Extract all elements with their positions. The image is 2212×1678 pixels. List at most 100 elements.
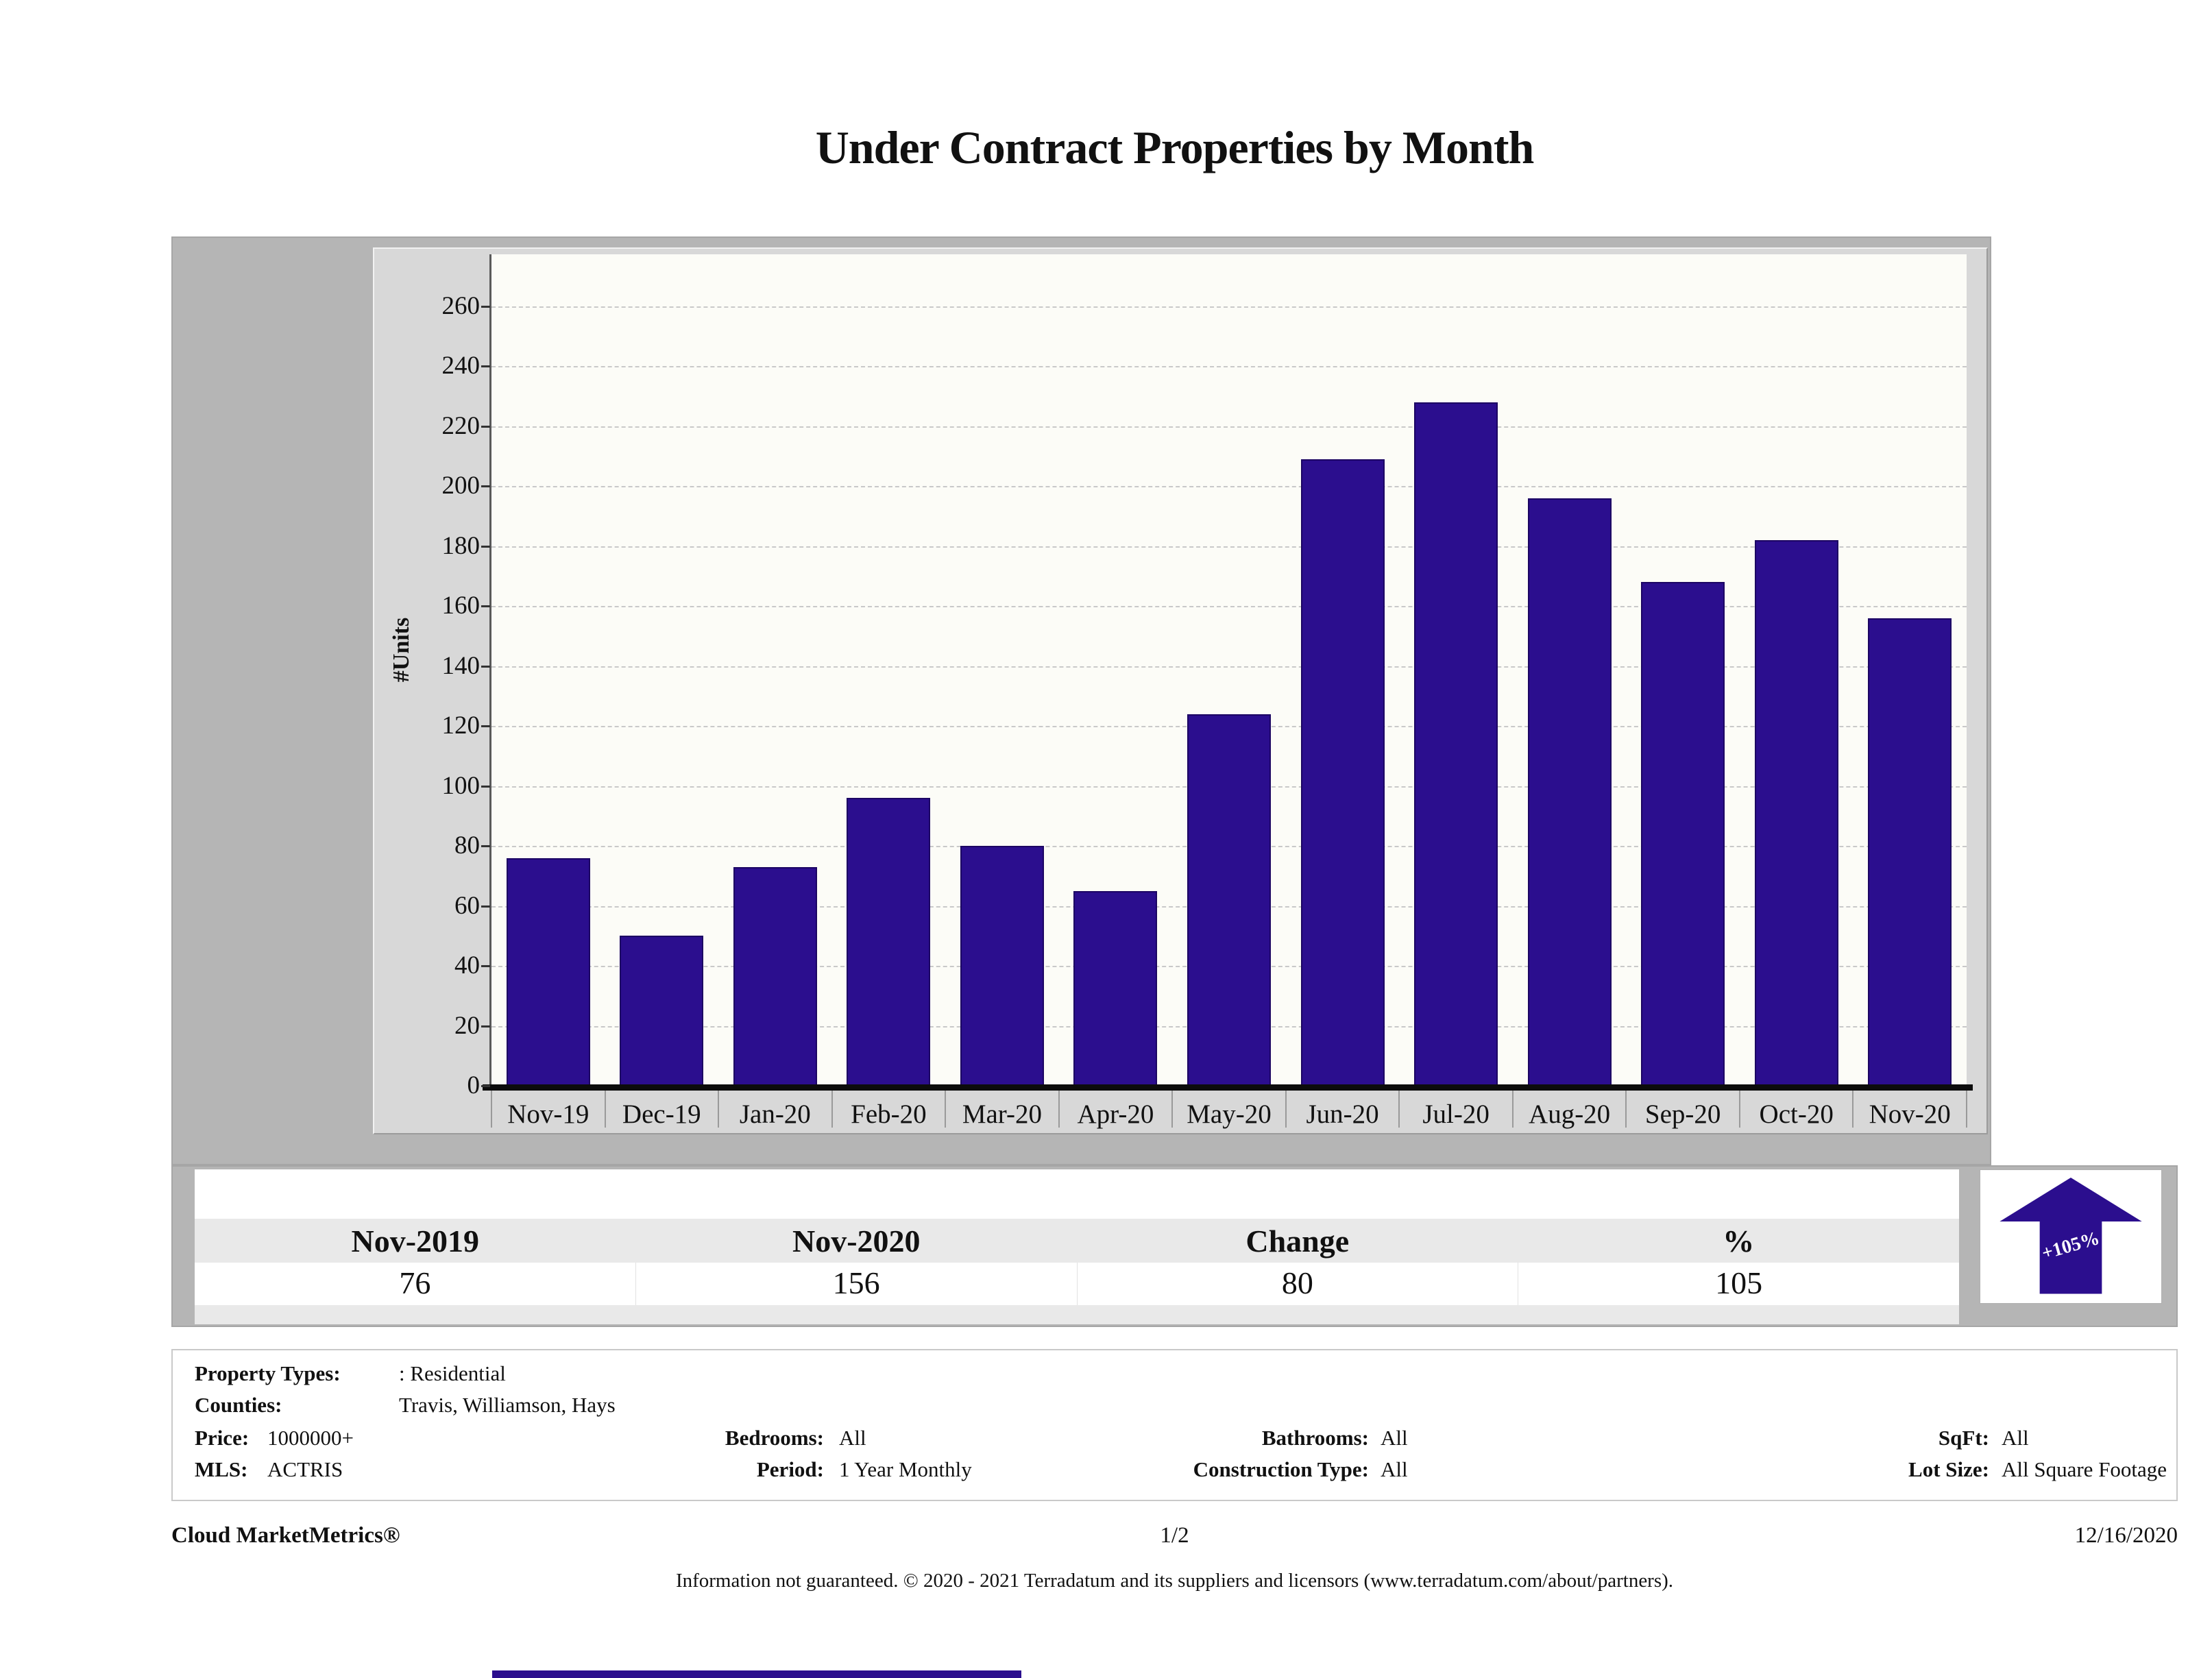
bar-May-20: [1187, 714, 1271, 1086]
x-tick-label: Oct-20: [1759, 1099, 1834, 1129]
chart-panel: #Units 0 20 40 60 80 100 120 140 160 180 200 220 240…: [373, 247, 1988, 1134]
y-tick-mark: [481, 305, 490, 308]
y-tick-label: 60: [454, 891, 480, 920]
value-cell-percent: 105: [1518, 1263, 1959, 1305]
sqft-value: All: [2002, 1426, 2029, 1450]
x-tick-label: Sep-20: [1644, 1099, 1721, 1129]
y-tick-mark: [481, 785, 490, 788]
x-tick-separator: [604, 1091, 606, 1128]
y-tick-mark: [481, 905, 490, 908]
gridline: [491, 426, 1967, 428]
x-tick-label: Dec-19: [622, 1099, 701, 1129]
y-axis-line: [489, 254, 491, 1088]
bedrooms-value: All: [839, 1426, 866, 1450]
header-cell-change: Change: [1245, 1224, 1350, 1258]
header-cell-nov2020: Nov-2020: [792, 1224, 921, 1258]
x-tick-separator: [491, 1091, 492, 1128]
y-tick-mark: [481, 965, 490, 967]
bar-Apr-20: [1073, 890, 1158, 1086]
summary-header-row: Nov-2019 Nov-2020 Change %: [195, 1219, 1959, 1263]
x-tick-label: Jan-20: [739, 1099, 811, 1129]
disclaimer: Information not guaranteed. © 2020 - 202…: [675, 1570, 1674, 1592]
value-cell-nov2020: 156: [635, 1263, 1077, 1305]
summary-value-row: 76 156 80 105: [195, 1263, 1959, 1305]
filters-box: Property Types: : Residential Counties: …: [171, 1349, 2178, 1501]
y-tick-label: 240: [441, 352, 481, 380]
gridline: [491, 366, 1967, 367]
x-tick-label: Apr-20: [1077, 1099, 1154, 1129]
y-tick-mark: [481, 725, 490, 727]
x-tick-label: Jun-20: [1306, 1099, 1379, 1129]
y-tick-label: 0: [467, 1071, 481, 1099]
y-tick-label: 220: [441, 411, 481, 440]
construction-type-value: All: [1381, 1457, 1408, 1481]
x-tick-separator: [718, 1091, 720, 1128]
x-tick-separator: [1738, 1091, 1740, 1128]
x-tick-separator: [1966, 1091, 1967, 1128]
bar-Aug-20: [1527, 498, 1612, 1086]
x-tick-label: Aug-20: [1529, 1099, 1611, 1129]
y-tick-label: 120: [441, 712, 481, 740]
x-tick-label: Nov-19: [507, 1099, 590, 1129]
y-tick-label: 40: [454, 951, 480, 980]
y-tick-label: 260: [441, 291, 481, 320]
bar-Feb-20: [847, 798, 931, 1086]
change-arrow-box: +105%: [1980, 1169, 2162, 1304]
bar-Mar-20: [960, 846, 1044, 1086]
report-date: 12/16/2020: [2074, 1523, 2178, 1548]
summary-band: Nov-2019 Nov-2020 Change % 76 156 80 105…: [171, 1165, 2178, 1327]
x-tick-separator: [831, 1091, 833, 1128]
sqft-label: SqFt:: [1938, 1426, 1989, 1450]
bottom-accent-bar: [492, 1670, 1021, 1678]
x-tick-separator: [1398, 1091, 1400, 1128]
x-tick-label: Jul-20: [1422, 1099, 1490, 1129]
gridline: [491, 486, 1967, 487]
lot-size-value: All Square Footage: [2002, 1457, 2167, 1481]
x-tick-separator: [1171, 1091, 1174, 1128]
y-tick-label: 80: [454, 831, 480, 860]
y-tick-mark: [481, 1085, 490, 1087]
y-tick-mark: [481, 545, 490, 548]
gridline: [491, 546, 1967, 548]
x-tick-label: May-20: [1187, 1099, 1272, 1129]
period-value: 1 Year Monthly: [839, 1457, 972, 1481]
mls-value: ACTRIS: [267, 1457, 343, 1481]
y-tick-label: 140: [441, 651, 481, 680]
gridline: [491, 666, 1967, 668]
header-cell-nov2019: Nov-2019: [351, 1224, 480, 1258]
y-tick-label: 180: [441, 531, 481, 560]
property-types-value: : Residential: [399, 1361, 506, 1385]
bar-Oct-20: [1754, 539, 1838, 1086]
bedrooms-label: Bedrooms:: [725, 1426, 824, 1450]
y-tick-mark: [481, 665, 490, 668]
x-tick-label: Nov-20: [1869, 1099, 1951, 1129]
y-tick-mark: [481, 1025, 490, 1028]
y-tick-mark: [481, 845, 490, 847]
summary-empty-row: [195, 1169, 1959, 1219]
y-tick-mark: [481, 365, 490, 367]
page-title: Under Contract Properties by Month: [815, 121, 1535, 173]
property-types-label: Property Types:: [195, 1361, 341, 1385]
gridline: [491, 306, 1967, 308]
bar-Sep-20: [1641, 582, 1725, 1086]
lot-size-label: Lot Size:: [1908, 1457, 1989, 1481]
construction-type-label: Construction Type:: [1193, 1457, 1369, 1481]
bar-Nov-19: [506, 858, 590, 1086]
page-number: 1/2: [1160, 1523, 1189, 1548]
price-label: Price:: [195, 1426, 250, 1450]
plot-area: [491, 254, 1967, 1086]
x-tick-separator: [945, 1091, 947, 1128]
header-cell-percent: %: [1723, 1224, 1755, 1258]
x-tick-separator: [1625, 1091, 1627, 1128]
y-tick-label: 200: [441, 472, 481, 500]
y-tick-mark: [481, 485, 490, 487]
x-axis-line: [483, 1084, 1973, 1091]
bar-Dec-19: [620, 936, 704, 1086]
bathrooms-label: Bathrooms:: [1261, 1426, 1369, 1450]
bathrooms-value: All: [1381, 1426, 1408, 1450]
period-label: Period:: [756, 1457, 824, 1481]
x-tick-separator: [1058, 1091, 1060, 1128]
y-tick-mark: [481, 425, 490, 428]
value-cell-nov2019: 76: [399, 1265, 431, 1300]
chart-box: #Units 0 20 40 60 80 100 120 140 160 180 200 220 240…: [171, 236, 1991, 1165]
